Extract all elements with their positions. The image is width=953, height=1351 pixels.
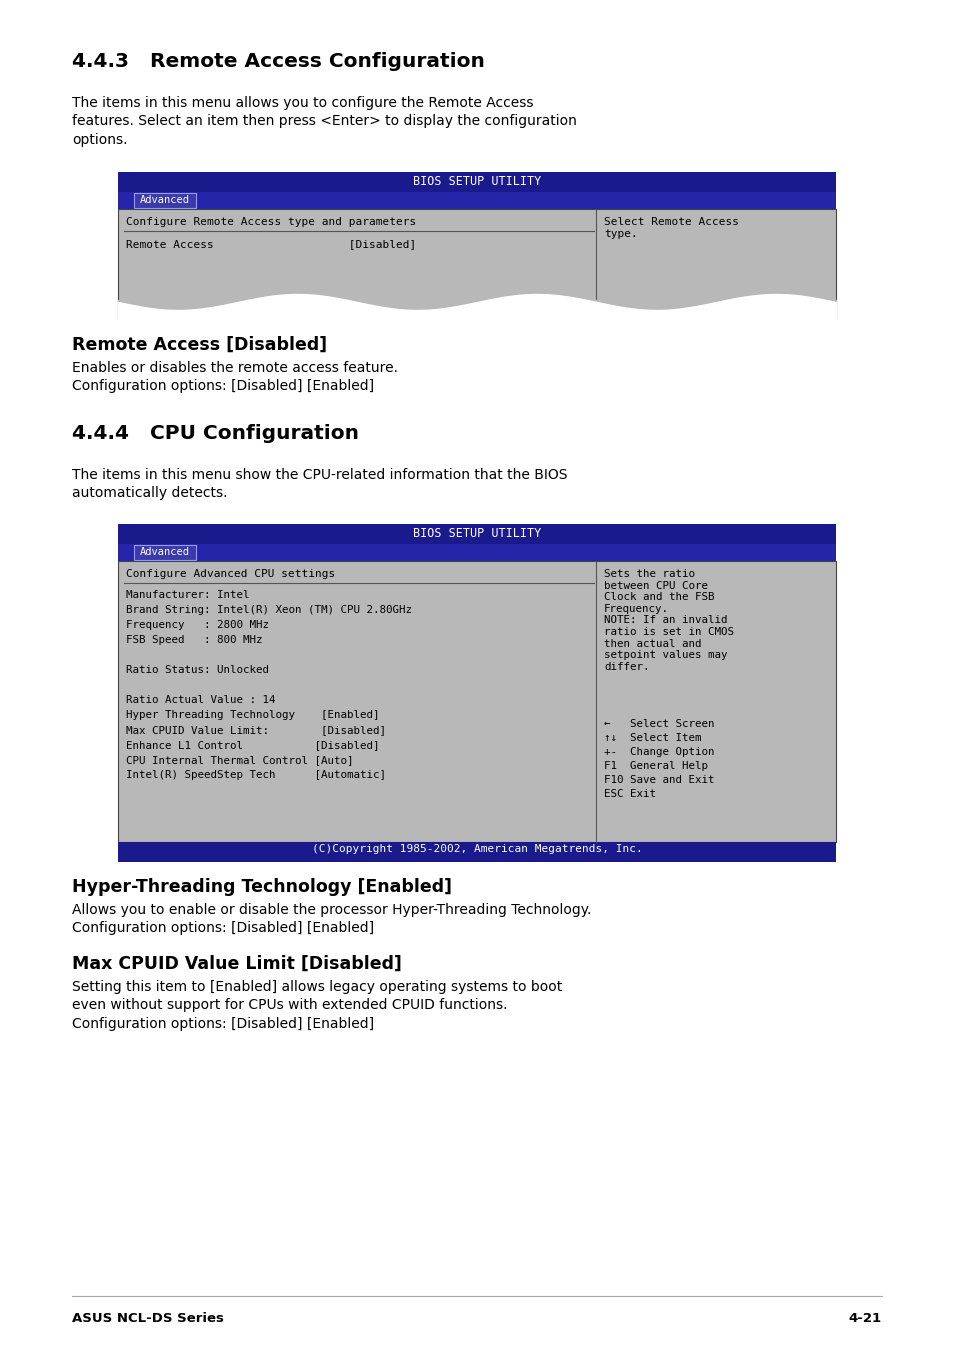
Text: 4.4.3   Remote Access Configuration: 4.4.3 Remote Access Configuration [71, 51, 484, 72]
Text: ←   Select Screen: ← Select Screen [603, 719, 714, 730]
Text: Remote Access [Disabled]: Remote Access [Disabled] [71, 336, 327, 354]
Bar [133, 544, 195, 561]
Text: Configure Remote Access type and parameters: Configure Remote Access type and paramet… [126, 218, 416, 227]
Text: BIOS SETUP UTILITY: BIOS SETUP UTILITY [413, 176, 540, 188]
Text: The items in this menu show the CPU-related information that the BIOS
automatica: The items in this menu show the CPU-rela… [71, 467, 567, 500]
Text: ASUS NCL-DS Series: ASUS NCL-DS Series [71, 1312, 224, 1325]
Text: F10 Save and Exit: F10 Save and Exit [603, 775, 714, 785]
Text: Allows you to enable or disable the processor Hyper-Threading Technology.
Config: Allows you to enable or disable the proc… [71, 902, 591, 935]
Text: Brand String: Intel(R) Xeon (TM) CPU 2.80GHz: Brand String: Intel(R) Xeon (TM) CPU 2.8… [126, 605, 412, 615]
Bar [133, 193, 195, 208]
Text: The items in this menu allows you to configure the Remote Access
features. Selec: The items in this menu allows you to con… [71, 96, 577, 147]
Text: 4.4.4   CPU Configuration: 4.4.4 CPU Configuration [71, 424, 358, 443]
Text: +-  Change Option: +- Change Option [603, 747, 714, 757]
Text: Remote Access                    [Disabled]: Remote Access [Disabled] [126, 239, 416, 249]
Text: ↑↓  Select Item: ↑↓ Select Item [603, 734, 700, 743]
Text: BIOS SETUP UTILITY: BIOS SETUP UTILITY [413, 527, 540, 540]
Text: 4-21: 4-21 [848, 1312, 882, 1325]
Bar [118, 842, 835, 862]
Bar [118, 561, 835, 842]
Text: Hyper Threading Technology    [Enabled]: Hyper Threading Technology [Enabled] [126, 711, 379, 720]
Bar [133, 544, 195, 561]
Bar [118, 209, 835, 320]
Text: Max CPUID Value Limit [Disabled]: Max CPUID Value Limit [Disabled] [71, 955, 401, 973]
Text: Ratio Actual Value : 14: Ratio Actual Value : 14 [126, 694, 275, 705]
Text: ESC Exit: ESC Exit [603, 789, 656, 798]
Text: Sets the ratio
between CPU Core
Clock and the FSB
Frequency.
NOTE: If an invalid: Sets the ratio between CPU Core Clock an… [603, 569, 733, 671]
Text: (C)Copyright 1985-2002, American Megatrends, Inc.: (C)Copyright 1985-2002, American Megatre… [312, 844, 641, 854]
Text: F1  General Help: F1 General Help [603, 761, 707, 771]
Text: Hyper-Threading Technology [Enabled]: Hyper-Threading Technology [Enabled] [71, 878, 452, 896]
Bar [118, 544, 835, 561]
Bar [118, 524, 835, 544]
Text: FSB Speed   : 800 MHz: FSB Speed : 800 MHz [126, 635, 262, 644]
Bar [133, 193, 195, 208]
Bar [118, 172, 835, 192]
Text: Enables or disables the remote access feature.
Configuration options: [Disabled]: Enables or disables the remote access fe… [71, 361, 397, 393]
Text: Intel(R) SpeedStep Tech      [Automatic]: Intel(R) SpeedStep Tech [Automatic] [126, 770, 386, 780]
Bar [118, 192, 835, 209]
Bar [118, 561, 835, 842]
Text: Select Remote Access
type.: Select Remote Access type. [603, 218, 739, 239]
Text: Manufacturer: Intel: Manufacturer: Intel [126, 590, 250, 600]
Text: Frequency   : 2800 MHz: Frequency : 2800 MHz [126, 620, 269, 630]
Text: Advanced: Advanced [140, 547, 190, 557]
Text: Max CPUID Value Limit:        [Disabled]: Max CPUID Value Limit: [Disabled] [126, 725, 386, 735]
Bar [118, 209, 835, 320]
Text: Enhance L1 Control           [Disabled]: Enhance L1 Control [Disabled] [126, 740, 379, 750]
Text: Advanced: Advanced [140, 195, 190, 205]
Text: Setting this item to [Enabled] allows legacy operating systems to boot
even with: Setting this item to [Enabled] allows le… [71, 979, 561, 1031]
Text: Configure Advanced CPU settings: Configure Advanced CPU settings [126, 569, 335, 580]
Text: CPU Internal Thermal Control [Auto]: CPU Internal Thermal Control [Auto] [126, 755, 354, 765]
Text: Ratio Status: Unlocked: Ratio Status: Unlocked [126, 665, 269, 676]
